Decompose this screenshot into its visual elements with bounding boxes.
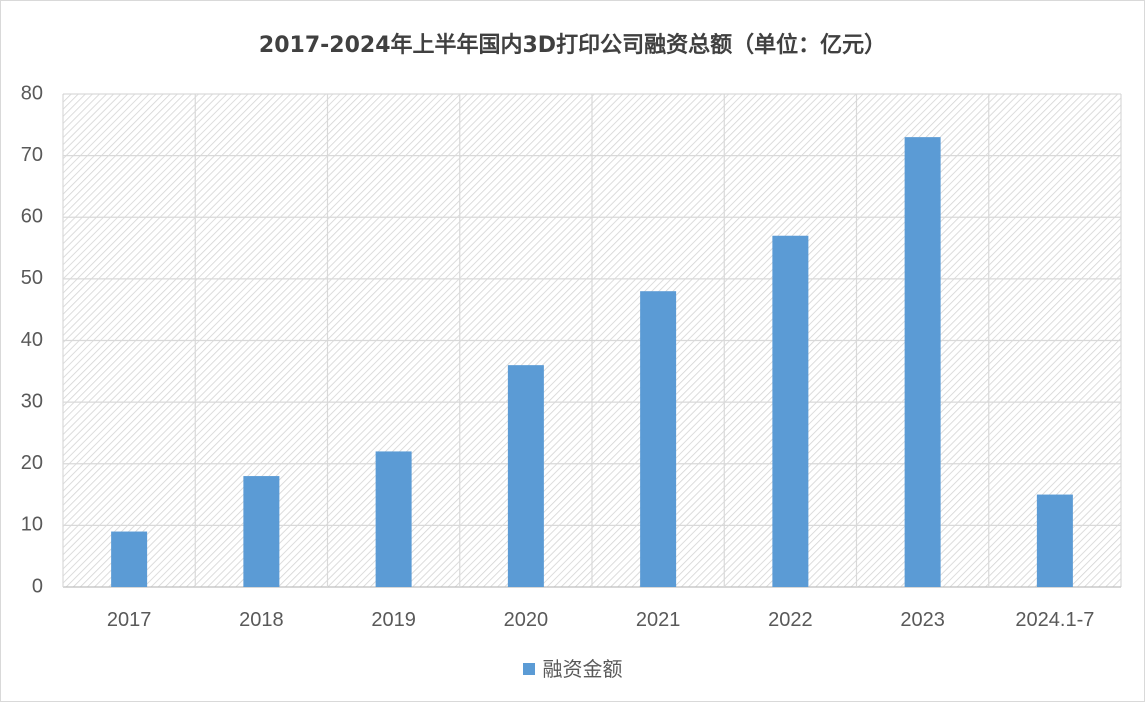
bar-2020 (507, 365, 544, 587)
x-axis-ticks: 2017 2018 2019 2020 2021 2022 2023 2024.1-7 (107, 609, 1094, 631)
y-tick-label: 50 (21, 267, 43, 289)
y-tick-label: 40 (21, 329, 43, 351)
bar-2019 (375, 451, 412, 587)
legend-label: 融资金额 (542, 657, 623, 681)
y-tick-label: 70 (21, 144, 43, 166)
bars (111, 137, 1073, 588)
bar-2017 (111, 531, 148, 587)
bar-2018 (243, 476, 280, 587)
bar-2024.1-7 (1036, 494, 1073, 587)
x-tick-label: 2018 (239, 609, 284, 631)
x-tick-label: 2017 (107, 609, 152, 631)
x-tick-label: 2020 (504, 609, 549, 631)
x-tick-label: 2023 (900, 609, 945, 631)
y-tick-label: 30 (21, 390, 43, 412)
x-tick-label: 2024.1-7 (1015, 609, 1094, 631)
bar-2021 (640, 291, 677, 587)
y-tick-label: 0 (32, 575, 43, 597)
gridlines (62, 93, 1122, 588)
bar-2023 (904, 137, 941, 587)
legend: 融资金额 (1, 653, 1144, 682)
y-tick-label: 10 (21, 514, 43, 536)
y-tick-label: 60 (21, 206, 43, 228)
chart-title: 2017-2024年上半年国内3D打印公司融资总额（单位：亿元） (258, 33, 887, 58)
bar-2022 (772, 235, 809, 588)
x-tick-label: 2019 (371, 609, 416, 631)
y-tick-label: 20 (21, 452, 43, 474)
y-axis-ticks: 0 10 20 30 40 50 60 70 80 (21, 82, 43, 597)
x-tick-label: 2022 (768, 609, 813, 631)
y-tick-label: 80 (21, 82, 43, 104)
legend-swatch (522, 662, 535, 675)
x-tick-label: 2021 (636, 609, 681, 631)
